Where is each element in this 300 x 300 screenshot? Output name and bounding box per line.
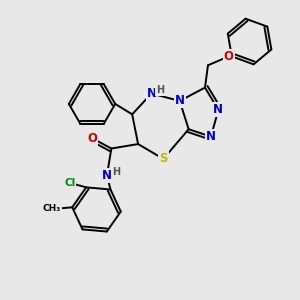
Text: O: O	[87, 132, 97, 145]
Text: N: N	[175, 94, 185, 107]
Text: N: N	[213, 103, 224, 116]
Text: O: O	[224, 50, 234, 63]
Text: H: H	[156, 85, 164, 95]
Text: Cl: Cl	[64, 178, 76, 188]
Text: N: N	[206, 130, 216, 143]
Text: N: N	[102, 169, 112, 182]
Text: N: N	[146, 87, 157, 100]
Text: S: S	[159, 152, 168, 165]
Text: H: H	[112, 167, 120, 177]
Text: CH₃: CH₃	[43, 204, 61, 213]
